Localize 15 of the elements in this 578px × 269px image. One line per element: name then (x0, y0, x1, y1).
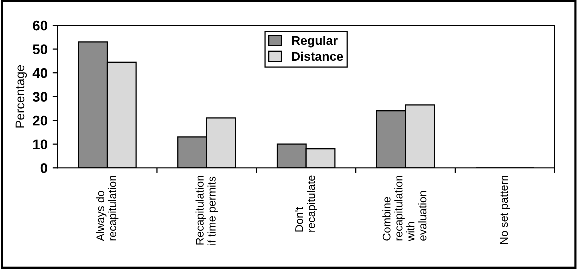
y-tick-label: 50 (33, 44, 48, 54)
legend-label: Distance (292, 52, 344, 62)
y-axis-title: Percentage (16, 65, 28, 128)
y-tick-label: 0 (40, 163, 48, 174)
x-tick-label: Combine recapitulation with evaluation (382, 176, 427, 242)
x-tick-label: Always do recapitulation (96, 176, 119, 242)
legend-label: Regular (292, 36, 338, 48)
y-tick-label: 40 (32, 68, 48, 78)
y-tick-label: 20 (33, 116, 48, 126)
x-tick-label: Don't recapitulate (296, 176, 318, 232)
y-tick-label: 10 (34, 140, 48, 150)
y-tick-label: 60 (33, 20, 48, 31)
x-tick-label: Recapitulation if time permits (196, 176, 218, 245)
x-tick-label: No set pattern (500, 176, 510, 244)
y-tick-label: 30 (32, 92, 48, 102)
